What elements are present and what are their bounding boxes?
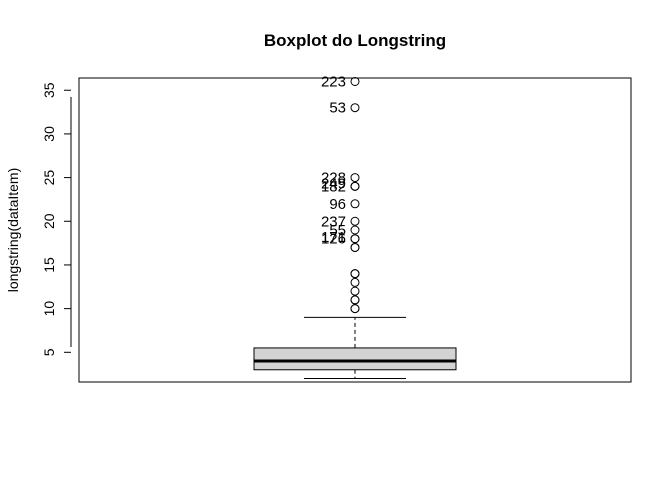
outlier-points [350, 76, 360, 314]
y-axis-label: longstring(dataItem) [5, 168, 21, 293]
outlier-label: 182 [321, 178, 346, 195]
outlier-label: 96 [329, 196, 346, 213]
outlier-label: 237 [321, 213, 346, 230]
y-tick-label: 10 [41, 301, 57, 317]
outlier-point [350, 76, 360, 86]
outlier-label: 249 [321, 176, 346, 193]
outlier-point [350, 295, 360, 305]
outlier-label: 55 [329, 222, 346, 239]
outlier-point [350, 286, 360, 296]
y-tick-label: 5 [41, 348, 57, 356]
y-tick-label: 25 [41, 170, 57, 186]
outlier-label: 53 [329, 100, 346, 117]
outlier-label: 171 [321, 229, 346, 246]
outlier-label: 228 [321, 170, 346, 187]
plot-frame [78, 77, 632, 383]
box-group [253, 316, 457, 380]
outlier-point [350, 173, 360, 183]
outlier-label: 223 [321, 73, 346, 90]
outlier-point [350, 225, 360, 235]
y-tick-label: 35 [41, 82, 57, 98]
y-tick-label: 30 [41, 126, 57, 142]
outlier-point [350, 181, 360, 191]
outlier-point [350, 277, 360, 287]
outlier-point [350, 216, 360, 226]
y-ticks: 5 10 15 20 25 30 35 [41, 82, 71, 356]
y-tick-label: 20 [41, 213, 57, 229]
outlier-point [350, 234, 360, 244]
y-tick-label: 15 [41, 257, 57, 273]
outlier-point [350, 269, 360, 279]
outlier-label: 126 [321, 231, 346, 248]
iqr-box [253, 347, 457, 371]
outlier-point [350, 242, 360, 252]
outlier-point [350, 103, 360, 113]
outlier-point [350, 199, 360, 209]
chart-title: Boxplot do Longstring [264, 31, 446, 50]
outlier-point [350, 304, 360, 314]
